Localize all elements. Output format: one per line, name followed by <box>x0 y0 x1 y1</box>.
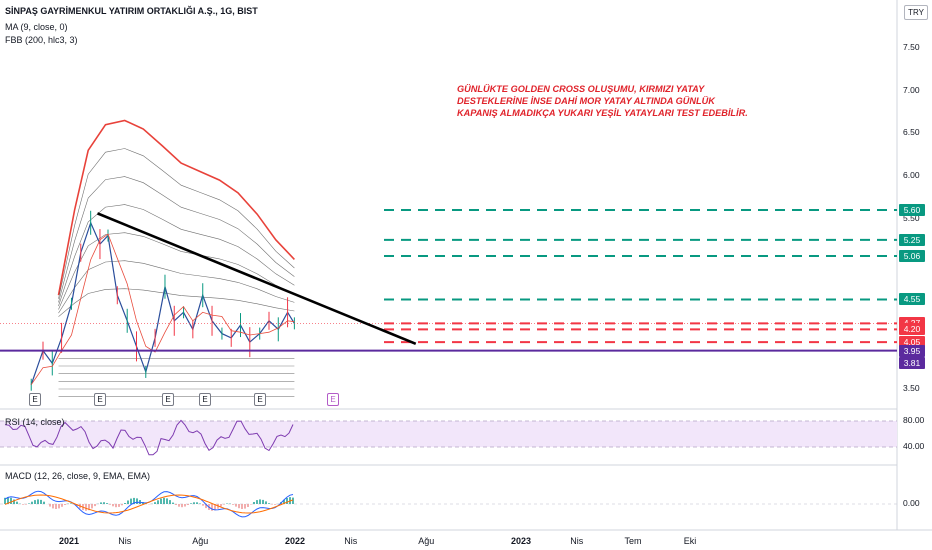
rsi-tick-label: 80.00 <box>903 415 925 425</box>
earnings-marker[interactable]: E <box>94 393 106 406</box>
annotation-line: DESTEKLERİNE İNSE DAHİ MOR YATAY ALTINDA… <box>457 96 715 106</box>
rsi-pane-label[interactable]: RSI (14, close) <box>5 417 65 427</box>
currency-badge[interactable]: TRY <box>904 5 928 20</box>
time-tick-label: Eki <box>683 536 697 546</box>
rsi-line <box>4 419 294 456</box>
fib-band-line <box>58 232 295 310</box>
price-tick-label: 6.00 <box>903 169 920 180</box>
fib-band-line <box>58 288 295 317</box>
earnings-marker-future[interactable]: E <box>327 393 339 406</box>
macd-tick-label: 0.00 <box>903 498 920 508</box>
price-line <box>30 221 295 385</box>
price-tick-label: 6.50 <box>903 127 920 138</box>
price-tick-label: 5.50 <box>903 212 920 223</box>
trendline <box>96 212 417 346</box>
time-tick-label: Nis <box>118 536 132 546</box>
ma-indicator-label[interactable]: MA (9, close, 0) <box>5 22 68 32</box>
earnings-marker[interactable]: E <box>254 393 266 406</box>
fbb-indicator-label[interactable]: FBB (200, hlc3, 3) <box>5 35 78 45</box>
price-tick-label: 3.50 <box>903 383 920 393</box>
price-tick-label: 7.00 <box>903 84 920 95</box>
annotation-line: KAPANIŞ ALMADIKÇA YUKARI YEŞİL YATAYLARI… <box>457 108 748 118</box>
time-tick-label: Nis <box>344 536 358 546</box>
rsi-tick-label: 40.00 <box>903 441 925 451</box>
fib-band-line <box>58 204 295 307</box>
level-price-badge[interactable]: 5.06 <box>899 250 925 262</box>
time-tick-label: 2022 <box>284 536 306 546</box>
level-price-badge[interactable]: 4.20 <box>899 323 925 336</box>
price-tick-label: 7.50 <box>903 42 920 52</box>
symbol-title: SİNPAŞ GAYRİMENKUL YATIRIM ORTAKLIĞI A.Ş… <box>5 6 258 16</box>
last-price-badge[interactable]: 3.81 <box>899 356 925 369</box>
earnings-marker[interactable]: E <box>162 393 174 406</box>
upper-band-line <box>57 119 295 296</box>
fib-band-line <box>58 260 295 314</box>
time-tick-label: 2023 <box>510 536 532 546</box>
analysis-annotation: GÜNLÜKTE GOLDEN CROSS OLUŞUMU, KIRMIZI Y… <box>457 83 787 119</box>
time-tick-label: 2021 <box>58 536 80 546</box>
earnings-marker[interactable]: E <box>29 393 41 406</box>
fib-band-line <box>58 148 295 299</box>
level-price-badge[interactable]: 4.55 <box>899 293 925 306</box>
macd-pane-label[interactable]: MACD (12, 26, close, 9, EMA, EMA) <box>5 471 151 481</box>
level-price-badge[interactable]: 5.60 <box>899 203 925 216</box>
level-price-badge[interactable]: 3.95 <box>899 344 925 357</box>
time-tick-label: Ağu <box>418 536 435 546</box>
time-tick-label: Nis <box>570 536 584 546</box>
fib-band-line <box>58 176 295 303</box>
earnings-marker[interactable]: E <box>199 393 211 406</box>
macd-signal-line <box>4 494 294 514</box>
annotation-line: GÜNLÜKTE GOLDEN CROSS OLUŞUMU, KIRMIZI Y… <box>457 84 705 94</box>
ma-line <box>30 233 295 385</box>
level-price-badge[interactable]: 5.25 <box>899 233 925 246</box>
time-tick-label: Tem <box>624 536 642 546</box>
rsi-band-fill <box>0 421 897 447</box>
time-tick-label: Ağu <box>192 536 209 546</box>
